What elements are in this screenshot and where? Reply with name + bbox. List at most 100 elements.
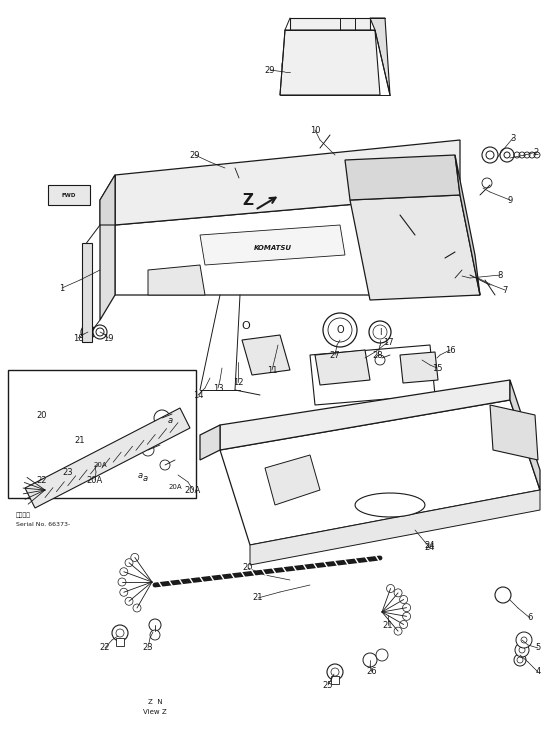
Circle shape: [120, 588, 128, 596]
Text: 13: 13: [212, 384, 223, 392]
Polygon shape: [290, 18, 370, 30]
Bar: [152, 270, 165, 288]
Circle shape: [131, 554, 139, 562]
Text: 15: 15: [432, 364, 442, 372]
Text: 20: 20: [37, 410, 47, 420]
Circle shape: [125, 559, 133, 567]
Circle shape: [495, 425, 505, 435]
Circle shape: [125, 597, 133, 605]
Circle shape: [376, 649, 388, 661]
Text: O: O: [242, 321, 250, 331]
Text: a: a: [142, 474, 148, 483]
Polygon shape: [355, 493, 425, 517]
Circle shape: [509, 413, 519, 423]
Circle shape: [323, 313, 357, 347]
Circle shape: [286, 61, 294, 69]
Bar: [169, 270, 182, 288]
Text: 20A: 20A: [93, 462, 107, 468]
Circle shape: [154, 410, 170, 426]
Text: a: a: [167, 415, 172, 424]
Text: 1: 1: [59, 284, 65, 293]
Text: 20A: 20A: [185, 486, 201, 494]
Polygon shape: [280, 30, 380, 95]
Polygon shape: [455, 155, 480, 295]
Text: 21: 21: [383, 621, 393, 630]
Text: 6: 6: [527, 613, 533, 622]
Circle shape: [438, 243, 462, 267]
Text: 21: 21: [253, 593, 264, 602]
Polygon shape: [48, 185, 90, 205]
Circle shape: [509, 437, 519, 447]
Bar: [295, 35, 320, 55]
Text: Z  N: Z N: [148, 699, 163, 705]
Text: 23: 23: [143, 644, 153, 653]
Polygon shape: [148, 265, 205, 295]
Text: 16: 16: [445, 346, 455, 355]
Text: 12: 12: [233, 378, 243, 386]
Text: 11: 11: [267, 366, 277, 375]
Text: 2: 2: [534, 148, 539, 157]
Circle shape: [133, 604, 141, 612]
Polygon shape: [250, 490, 540, 565]
Circle shape: [509, 425, 519, 435]
Text: 27: 27: [330, 350, 340, 359]
Circle shape: [394, 627, 402, 635]
Circle shape: [83, 459, 97, 473]
Circle shape: [112, 625, 128, 641]
Text: O: O: [336, 325, 344, 335]
Text: 25: 25: [323, 681, 333, 689]
Circle shape: [495, 587, 511, 603]
Circle shape: [495, 437, 505, 447]
Text: 20: 20: [243, 564, 253, 573]
Circle shape: [402, 604, 411, 612]
Polygon shape: [220, 380, 510, 450]
Text: 5: 5: [535, 644, 541, 653]
Text: View Z: View Z: [143, 709, 167, 715]
Circle shape: [515, 643, 529, 657]
Text: 17: 17: [383, 338, 393, 347]
Text: 19: 19: [103, 333, 113, 342]
Circle shape: [93, 325, 107, 339]
Text: FWD: FWD: [62, 192, 76, 197]
Text: 10: 10: [310, 126, 320, 134]
Text: 29: 29: [190, 151, 200, 160]
Polygon shape: [220, 400, 540, 545]
Text: KOMATSU: KOMATSU: [254, 245, 292, 251]
Polygon shape: [350, 195, 480, 300]
Text: Serial No. 66373-: Serial No. 66373-: [16, 522, 70, 526]
Polygon shape: [200, 425, 220, 460]
Text: 8: 8: [497, 270, 503, 279]
Text: 22: 22: [100, 644, 110, 653]
Polygon shape: [242, 335, 290, 375]
Circle shape: [327, 664, 343, 680]
Text: a: a: [137, 471, 143, 480]
Bar: [264, 343, 277, 361]
Polygon shape: [265, 455, 320, 505]
Circle shape: [150, 630, 160, 640]
Bar: [248, 343, 261, 361]
Polygon shape: [400, 352, 438, 383]
Polygon shape: [115, 195, 480, 295]
Text: 3: 3: [511, 134, 516, 143]
Polygon shape: [345, 155, 460, 200]
Text: 23: 23: [63, 468, 74, 477]
Text: 整機号碼: 整機号碼: [16, 512, 31, 518]
Circle shape: [149, 619, 161, 631]
Circle shape: [376, 211, 384, 219]
Circle shape: [400, 596, 408, 604]
Circle shape: [394, 589, 402, 597]
Bar: [8, 370, 196, 498]
Text: 21: 21: [75, 435, 85, 444]
Polygon shape: [315, 350, 370, 385]
Bar: [116, 638, 124, 646]
Circle shape: [516, 632, 532, 648]
Circle shape: [363, 653, 377, 667]
Text: 28: 28: [373, 350, 383, 359]
Circle shape: [369, 321, 391, 343]
Text: 18: 18: [72, 333, 83, 342]
Text: 22: 22: [37, 475, 47, 485]
Polygon shape: [100, 175, 115, 225]
Circle shape: [120, 568, 128, 576]
Text: Z: Z: [243, 192, 254, 208]
Polygon shape: [100, 175, 115, 320]
